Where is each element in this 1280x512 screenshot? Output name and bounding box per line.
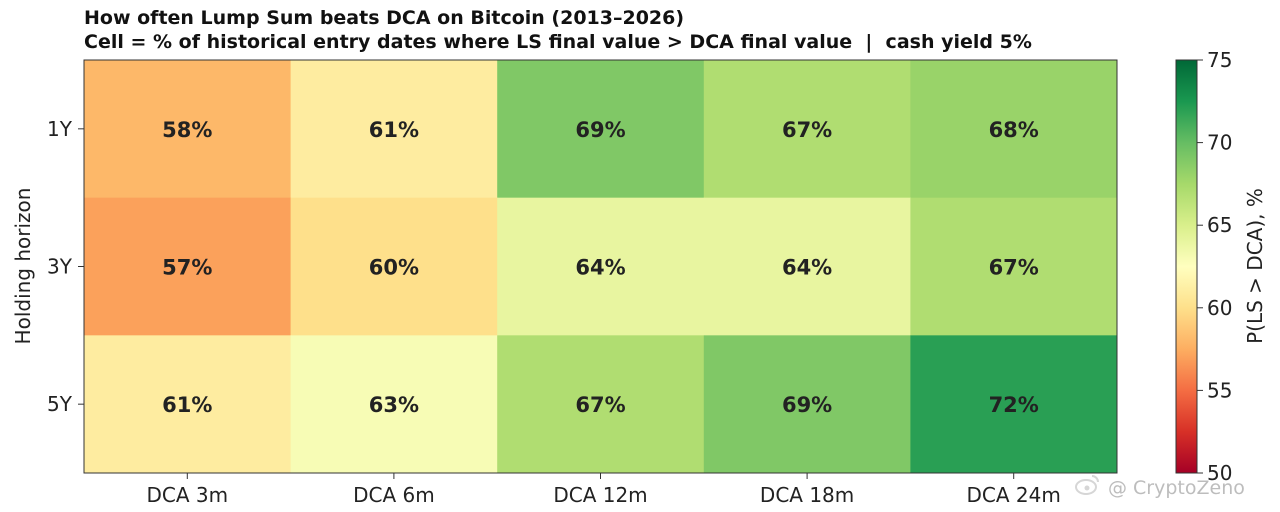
- colorbar-label: P(LS > DCA), %: [1243, 188, 1267, 344]
- heatmap-cell: [290, 197, 498, 336]
- heatmap-cell: [703, 197, 911, 336]
- weibo-logo-icon: [1075, 475, 1099, 495]
- heatmap-cell: [497, 197, 705, 336]
- watermark: @ CryptoZeno: [1075, 475, 1245, 499]
- x-tick-label: DCA 3m: [146, 483, 228, 507]
- colorbar-tick-label: 55: [1207, 378, 1232, 402]
- colorbar-tick-label: 50: [1207, 461, 1232, 485]
- colorbar-ticks: 50 55 60 65 70 75: [1197, 48, 1232, 485]
- colorbar-tick-label: 65: [1207, 213, 1232, 237]
- cell-value-label: 64%: [782, 256, 832, 280]
- x-tick-label: DCA 18m: [760, 483, 854, 507]
- cell-value-label: 61%: [369, 118, 419, 142]
- heatmap-cell: [290, 60, 498, 199]
- cell-value-label: 67%: [575, 393, 625, 417]
- cell-value-label: 68%: [989, 118, 1039, 142]
- cell-value-label: 60%: [369, 256, 419, 280]
- heatmap-cell: [910, 197, 1118, 336]
- cell-value-label: 67%: [989, 256, 1039, 280]
- heatmap-cell: [84, 60, 292, 199]
- cell-value-label: 63%: [369, 393, 419, 417]
- cell-value-label: 61%: [162, 393, 212, 417]
- colorbar: 50 55 60 65 70 75 P(LS > DCA), %: [1175, 48, 1267, 485]
- heatmap-cells: 58% 61% 69% 67% 68% 57% 60% 64% 64% 67% 61% 63% 67% 6…: [83, 59, 1118, 474]
- cell-value-label: 64%: [575, 256, 625, 280]
- x-tick-label: DCA 6m: [353, 483, 435, 507]
- colorbar-tick-label: 70: [1207, 131, 1232, 155]
- x-tick-label: DCA 12m: [553, 483, 647, 507]
- y-tick-label: 1Y: [47, 117, 73, 141]
- chart-title: How often Lump Sum beats DCA on Bitcoin …: [84, 7, 684, 29]
- cell-value-label: 69%: [575, 118, 625, 142]
- heatmap-cell: [703, 60, 911, 199]
- cell-value-label: 72%: [989, 393, 1039, 417]
- cell-value-label: 58%: [162, 118, 212, 142]
- heatmap-cell: [290, 335, 498, 474]
- heatmap-cell: [497, 335, 705, 474]
- colorbar-tick-label: 60: [1207, 296, 1232, 320]
- heatmap-cell: [910, 335, 1118, 474]
- watermark-text: @ CryptoZeno: [1108, 477, 1245, 499]
- colorbar-gradient: [1175, 59, 1198, 474]
- cell-value-label: 67%: [782, 118, 832, 142]
- chart-subtitle: Cell = % of historical entry dates where…: [84, 31, 1032, 53]
- heatmap-cell: [84, 197, 292, 336]
- x-tick-label: DCA 24m: [967, 483, 1061, 507]
- cell-value-label: 69%: [782, 393, 832, 417]
- heatmap-cell: [703, 335, 911, 474]
- heatmap-cell: [84, 335, 292, 474]
- cell-value-label: 57%: [162, 256, 212, 280]
- y-tick-label: 5Y: [47, 392, 73, 416]
- heatmap-cell: [497, 60, 705, 199]
- colorbar-tick-label: 75: [1207, 48, 1232, 72]
- y-axis-label: Holding horizon: [11, 188, 35, 345]
- heatmap-cell: [910, 60, 1118, 199]
- x-axis: DCA 3m DCA 6m DCA 12m DCA 18m DCA 24m: [146, 473, 1061, 507]
- y-tick-label: 3Y: [47, 255, 73, 279]
- y-axis: 1Y 3Y 5Y: [47, 117, 84, 416]
